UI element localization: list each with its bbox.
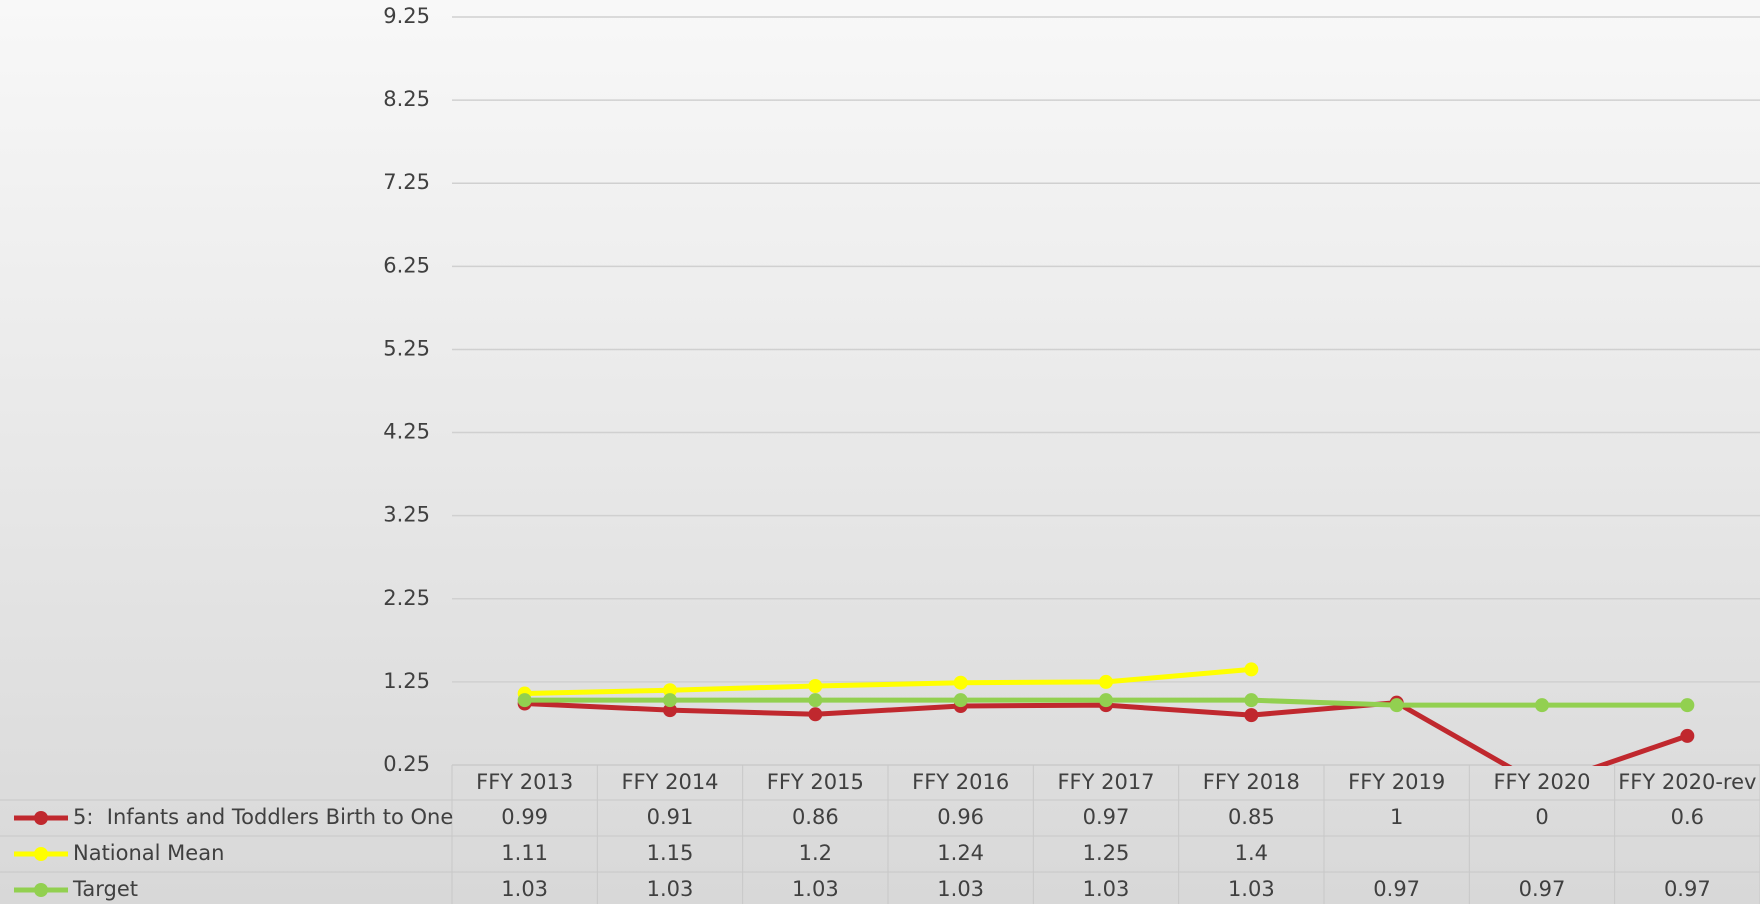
table-value: 0.85 (1228, 805, 1275, 829)
x-tick-label: FFY 2013 (476, 770, 573, 794)
table-value: 1.25 (1083, 841, 1130, 865)
data-point (1389, 698, 1404, 713)
data-point (1244, 708, 1259, 723)
data-point (1244, 662, 1259, 677)
data-point (1535, 698, 1549, 713)
data-point (808, 693, 823, 708)
y-tick-label: 8.25 (383, 87, 430, 111)
legend-label: 5: Infants and Toddlers Birth to One (73, 805, 453, 829)
data-point (1099, 693, 1113, 708)
data-point (663, 693, 677, 708)
table-value: 1.03 (501, 877, 548, 901)
plot-area (517, 662, 1695, 766)
y-tick-label: 6.25 (383, 253, 430, 277)
x-tick-label: FFY 2020-rev (1618, 770, 1756, 794)
x-tick-label: FFY 2014 (621, 770, 718, 794)
table-value: 1.03 (937, 877, 984, 901)
y-tick-label: 1.25 (383, 669, 430, 693)
table-value: 0.6 (1671, 805, 1704, 829)
data-point (1680, 698, 1695, 713)
table-value: 0.86 (792, 805, 839, 829)
y-tick-label: 0.25 (383, 752, 430, 776)
data-point (808, 707, 823, 722)
table-value: 0.97 (1519, 877, 1566, 901)
data-point (1099, 674, 1113, 689)
table-value: 1.11 (501, 841, 548, 865)
table-value: 0.96 (937, 805, 984, 829)
y-tick-label: 2.25 (383, 586, 430, 610)
data-point (517, 693, 532, 708)
x-tick-label: FFY 2017 (1057, 770, 1154, 794)
table-value: 1.4 (1235, 841, 1268, 865)
table-value: 0.97 (1083, 805, 1130, 829)
data-point (663, 683, 677, 698)
x-tick-label: FFY 2015 (767, 770, 864, 794)
table-value: 1.03 (1228, 877, 1275, 901)
legend-marker (34, 847, 48, 861)
x-tick-label: FFY 2018 (1203, 770, 1300, 794)
table-value: 0.99 (501, 805, 548, 829)
table-value: 0 (1535, 805, 1548, 829)
table-value: 1 (1390, 805, 1403, 829)
table-value: 1.2 (799, 841, 832, 865)
legend-marker (34, 883, 48, 897)
y-tick-label: 4.25 (383, 420, 430, 444)
y-tick-label: 3.25 (383, 503, 430, 527)
legend-label: National Mean (73, 841, 224, 865)
y-tick-label: 7.25 (383, 170, 430, 194)
series-line (524, 666, 1252, 697)
table-value: 0.97 (1664, 877, 1711, 901)
data-point (1680, 728, 1695, 743)
data-point (1244, 693, 1259, 708)
table-value: 1.03 (647, 877, 694, 901)
y-tick-label: 9.25 (383, 4, 430, 28)
table-value: 1.03 (1083, 877, 1130, 901)
x-tick-label: FFY 2020 (1493, 770, 1590, 794)
data-point (953, 675, 968, 690)
legend-label: Target (72, 877, 138, 901)
data-point (663, 703, 677, 718)
legend-marker (34, 811, 48, 825)
x-tick-label: FFY 2016 (912, 770, 1009, 794)
y-tick-label: 5.25 (383, 336, 430, 360)
table-value: 0.91 (647, 805, 694, 829)
table-value: 1.24 (937, 841, 984, 865)
table-value: 1.03 (792, 877, 839, 901)
data-point (808, 679, 823, 694)
data-point (953, 693, 968, 708)
table-value: 1.15 (647, 841, 694, 865)
x-tick-label: FFY 2019 (1348, 770, 1445, 794)
table-value: 0.97 (1373, 877, 1420, 901)
